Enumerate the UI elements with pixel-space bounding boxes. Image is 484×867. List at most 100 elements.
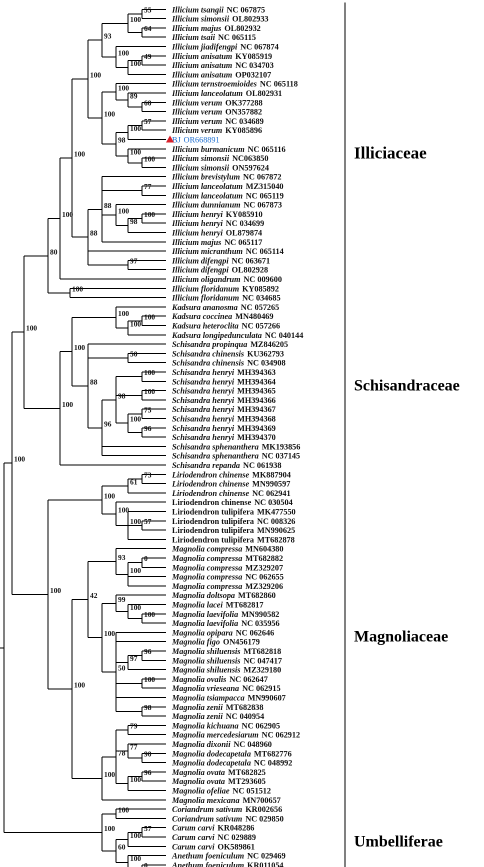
tip-label: Kadsura ananosma NC 057265 — [171, 303, 279, 312]
species-name: Illicium tsangii — [171, 5, 224, 14]
bootstrap-support: 98 — [118, 136, 126, 145]
accession-number: KR048286 — [218, 824, 255, 833]
species-name: Illicium henryi — [171, 210, 223, 219]
bootstrap-support: 100 — [130, 775, 141, 784]
accession-number: NC 034908 — [247, 359, 285, 368]
accession-number: NC 062647 — [229, 675, 267, 684]
species-name: Schisandra propinqua — [172, 340, 247, 349]
species-name: Illicium simonsii — [171, 163, 230, 172]
tip-label: Magnolia laevifolia MN990582 — [171, 610, 279, 619]
bootstrap-support: 96 — [144, 768, 152, 777]
bootstrap-support: 100 — [144, 368, 155, 377]
accession-number: MT682860 — [238, 591, 276, 600]
accession-number: MH394369 — [237, 424, 276, 433]
accession-number: NC 065114 — [246, 247, 284, 256]
tip-label: Magnolia ofeliae NC 051512 — [171, 787, 271, 796]
tip-label: Magnolia shiluensis NC 047417 — [171, 656, 282, 665]
accession-number: MH394368 — [237, 415, 276, 424]
bootstrap-support: 100 — [130, 415, 141, 424]
bootstrap-support: 100 — [118, 48, 129, 57]
accession-number: ON357882 — [225, 108, 262, 117]
species-name: Schisandra chinensis — [172, 349, 244, 358]
species-name: Magnolia laevifolia — [171, 610, 238, 619]
tip-label: Magnolia figo ON456179 — [171, 638, 260, 647]
accession-number: NC 065118 — [260, 80, 298, 89]
bootstrap-support: 100 — [130, 517, 141, 526]
species-name: Magnolia kichuana — [171, 721, 239, 730]
species-name: Illicium lanceolatum — [171, 89, 243, 98]
tip-label: Illicium burmanicum NC 065116 — [171, 145, 286, 154]
species-name: Magnolia compressa — [171, 582, 242, 591]
accession-number: OL802933 — [232, 15, 268, 24]
accession-number: OR668891 — [184, 136, 220, 145]
tip-label: Illicium floridanum KY085892 — [171, 284, 279, 293]
species-name: Illicium difengpi — [171, 266, 229, 275]
species-name: Magnolia zenii — [171, 703, 223, 712]
accession-number: NC 065116 — [248, 145, 286, 154]
bootstrap-support: 73 — [144, 470, 152, 479]
tip-label: Magnolia shiluensis MZ329180 — [171, 666, 281, 675]
bootstrap-support: 98 — [118, 391, 126, 400]
species-name: Magnolia zenii — [171, 712, 223, 721]
tip-label: Illicium henryi NC 034699 — [171, 219, 264, 228]
accession-number: NC 009600 — [243, 275, 281, 284]
species-name: Illicium verum — [171, 117, 222, 126]
accession-number: MN990597 — [252, 480, 290, 489]
tip-label: Magnolia compressa MT682882 — [171, 554, 283, 563]
species-name: Illicium oligandrum — [171, 275, 240, 284]
accession-number: NC 034699 — [226, 219, 264, 228]
bootstrap-support: 50 — [118, 663, 126, 672]
bootstrap-support: 0 — [144, 554, 148, 563]
species-name: Magnolia mercedesiarum — [171, 731, 259, 740]
accession-number: NC 065115 — [218, 33, 256, 42]
bootstrap-support: 100 — [14, 455, 25, 464]
tip-label: Illicium lanceolatum OL802931 — [171, 89, 282, 98]
tip-label: Illicium majus OL802932 — [171, 24, 261, 33]
accession-number: NC 029889 — [218, 833, 256, 842]
tip-label: Illicium anisatum NC 034703 — [171, 61, 274, 70]
tip-label: Illicium tsangii NC 067875 — [171, 5, 265, 14]
bootstrap-support: 77 — [144, 182, 152, 191]
accession-number: MH394364 — [237, 377, 276, 386]
accession-number: OP032107 — [235, 70, 271, 79]
bootstrap-support: 96 — [144, 647, 152, 656]
accession-number: MT682817 — [226, 601, 264, 610]
accession-number: NC 029469 — [247, 852, 285, 861]
tip-label: Carum carvi OK589861 — [172, 842, 255, 851]
tip-label: Illicium lanceolatum NC 065119 — [171, 191, 284, 200]
tip-label: Anethum foeniculum KR011054 — [171, 861, 284, 867]
bootstrap-support: 100 — [90, 71, 101, 80]
accession-number: NC 062905 — [242, 721, 280, 730]
tip-label: Magnolia compressa MZ329206 — [171, 582, 283, 591]
species-name: Illicium dunnianum — [171, 201, 241, 210]
species-name: Illicium jiadifengpi — [171, 43, 238, 52]
species-name: Illicium henryi — [171, 229, 223, 238]
species-name: Illicium difengpi — [171, 256, 229, 265]
tip-label: Carum carvi NC 029889 — [172, 833, 256, 842]
accession-number: MN480469 — [235, 312, 273, 321]
tip-label: Coriandrum sativum NC 029850 — [172, 814, 284, 823]
accession-number: MK887904 — [252, 470, 291, 479]
tip-label: Illicium lanceolatum MZ315040 — [171, 182, 284, 191]
accession-number: MN990607 — [248, 694, 286, 703]
accession-number: OL879874 — [226, 229, 262, 238]
species-name: Magnolia shiluensis — [171, 656, 240, 665]
species-name: Illicium verum — [171, 108, 222, 117]
accession-number: NC 062646 — [236, 628, 274, 637]
bootstrap-support: 80 — [50, 247, 58, 256]
bootstrap-support: 100 — [130, 147, 141, 156]
accession-number: KY085892 — [242, 284, 279, 293]
tip-label: Liriodendron tulipifera MN990625 — [172, 526, 295, 535]
species-name: Magnolia figo — [171, 638, 220, 647]
tip-label: Liriodendron tulipifera NC 008326 — [172, 517, 295, 526]
accession-number: MT682825 — [228, 768, 266, 777]
species-name: Illicium tsaii — [171, 33, 216, 42]
bootstrap-support: 60 — [118, 842, 126, 851]
bootstrap-support: 100 — [104, 770, 115, 779]
accession-number: MZ846205 — [250, 340, 288, 349]
tip-label: Magnolia doltsopa MT682860 — [171, 591, 276, 600]
accession-number: NC 067875 — [227, 5, 265, 14]
bootstrap-support: 100 — [118, 805, 129, 814]
species-name: Magnolia opipara — [171, 628, 233, 637]
accession-number: MT682818 — [243, 647, 281, 656]
